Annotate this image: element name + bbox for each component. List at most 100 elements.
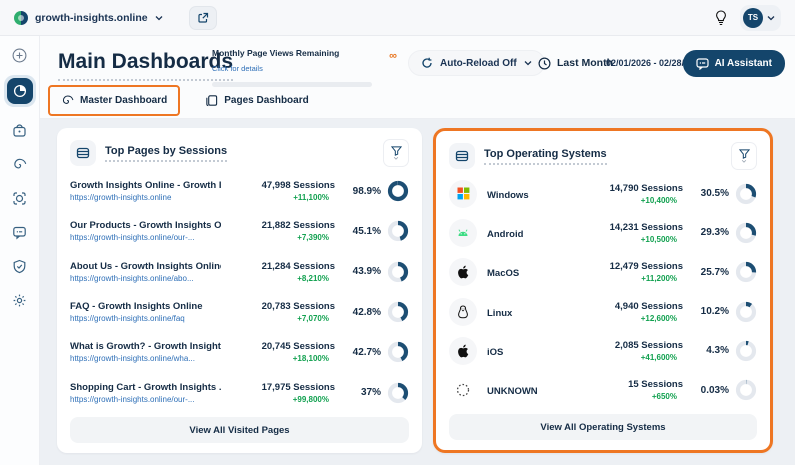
donut-chart (387, 342, 409, 363)
site-name: growth-insights.online (35, 11, 148, 24)
sessions-count: 14,790 Sessions (609, 182, 683, 194)
tips-button[interactable] (714, 9, 728, 26)
page-row[interactable]: What is Growth? - Growth Insight... https… (70, 332, 409, 372)
os-name: Android (487, 228, 524, 240)
sessions-count: 20,783 Sessions (261, 301, 335, 313)
percent-label: 45.1% (352, 225, 381, 237)
browser-list-icon (449, 143, 475, 169)
donut-chart (735, 380, 757, 401)
user-menu[interactable]: TS (740, 4, 781, 31)
tab-pages-dashboard[interactable]: Pages Dashboard (194, 87, 319, 114)
os-row[interactable]: Linux 4,940 Sessions +12,600% 10.2% (449, 292, 757, 331)
percent-label: 29.3% (700, 227, 729, 239)
os-row[interactable]: iOS 2,085 Sessions +41,600% 4.3% (449, 331, 757, 370)
sidebar-item-dashboards[interactable] (3, 75, 36, 107)
unknown-icon (449, 376, 477, 405)
top-os-title: Top Operating Systems (484, 148, 607, 165)
date-range-value: 02/01/2026 - 02/28/2026 (606, 58, 705, 68)
percent-label: 4.3% (706, 345, 729, 357)
sessions-delta: +10,400% (640, 195, 677, 205)
percent-label: 10.2% (700, 306, 729, 318)
page-title: Main Dashboards (58, 50, 234, 81)
chat-icon (13, 226, 26, 240)
page-url-link[interactable]: https://growth-insights.online/our-... (70, 233, 195, 243)
page-title-text: About Us - Growth Insights Online (70, 260, 221, 272)
filter-button[interactable] (731, 142, 757, 170)
donut-chart (387, 382, 409, 403)
view-all-operating-systems-button[interactable]: View All Operating Systems (449, 414, 757, 440)
sidebar-item-sessions[interactable] (12, 157, 27, 172)
os-row[interactable]: MacOS 12,479 Sessions +11,200% 25.7% (449, 253, 757, 292)
top-pages-list: Growth Insights Online - Growth I... http… (70, 171, 409, 413)
click-for-details-link[interactable]: Click for details (212, 64, 263, 73)
sessions-delta: +650% (651, 392, 677, 402)
pages-icon (206, 95, 218, 107)
os-name: Linux (487, 307, 513, 319)
os-name: UNKNOWN (487, 386, 538, 398)
top-operating-systems-card: Top Operating Systems Windows 14,790 Ses… (433, 128, 773, 453)
dashboard-pie-icon (13, 84, 26, 98)
sessions-delta: +41,600% (640, 352, 677, 362)
tab-master-dashboard[interactable]: Master Dashboard (48, 85, 181, 116)
sidebar-item-settings[interactable] (12, 293, 27, 308)
sidebar-item-store[interactable] (12, 123, 27, 138)
donut-chart (735, 262, 757, 283)
sessions-delta: +11,200% (641, 274, 677, 284)
clock-icon (538, 56, 551, 70)
sessions-delta: +99,800% (292, 394, 329, 404)
browser-list-icon (70, 140, 96, 166)
widgets-area: Top Pages by Sessions Growth Insights On… (40, 119, 795, 465)
view-all-visited-pages-button[interactable]: View All Visited Pages (70, 417, 409, 443)
page-url-link[interactable]: https://growth-insights.online/our-... (70, 394, 195, 404)
android-icon (449, 218, 477, 247)
site-selector[interactable]: growth-insights.online (14, 10, 163, 25)
sidebar-item-automation[interactable] (12, 191, 27, 206)
sessions-delta: +18,100% (292, 354, 329, 364)
donut-chart (735, 301, 757, 322)
page-row[interactable]: Shopping Cart - Growth Insights ... https… (70, 373, 409, 413)
percent-label: 98.9% (352, 185, 381, 197)
page-row[interactable]: Growth Insights Online - Growth I... http… (70, 171, 409, 211)
external-link-icon (197, 12, 208, 23)
chevron-down-icon (393, 156, 399, 160)
page-row[interactable]: About Us - Growth Insights Online https:/… (70, 252, 409, 292)
donut-chart (735, 222, 757, 244)
bag-icon (13, 124, 26, 137)
add-new-button[interactable] (12, 48, 27, 63)
os-row[interactable]: Windows 14,790 Sessions +10,400% 30.5% (449, 174, 757, 213)
quota-infinity-label: ∞ (389, 50, 397, 62)
period-selector[interactable]: Last Month (538, 50, 613, 76)
page-row[interactable]: FAQ - Growth Insights Online https://grow… (70, 292, 409, 332)
donut-chart (387, 181, 409, 202)
percent-label: 43.9% (352, 266, 381, 278)
top-os-list: Windows 14,790 Sessions +10,400% 30.5% An… (449, 174, 757, 410)
os-row[interactable]: UNKNOWN 15 Sessions +650% 0.03% (449, 371, 757, 410)
page-url-link[interactable]: https://growth-insights.online/abo... (70, 273, 194, 283)
percent-label: 25.7% (700, 266, 729, 278)
page-url-link[interactable]: https://growth-insights.online/wha... (70, 354, 195, 364)
top-pages-title: Top Pages by Sessions (105, 145, 228, 162)
sessions-count: 21,284 Sessions (261, 260, 335, 272)
sessions-count: 47,998 Sessions (261, 180, 335, 192)
spiral-icon (14, 158, 27, 169)
chevron-down-icon (741, 159, 747, 163)
page-row[interactable]: Our Products - Growth Insights O... https… (70, 211, 409, 251)
funnel-icon (738, 148, 750, 159)
chevron-down-icon (155, 15, 163, 20)
auto-reload-dropdown[interactable]: Auto-Reload Off (408, 50, 545, 76)
donut-chart (735, 340, 757, 362)
tab-master-label: Master Dashboard (80, 95, 168, 106)
site-favicon-icon (14, 10, 28, 25)
windows-icon (449, 179, 477, 208)
page-title-text: FAQ - Growth Insights Online (70, 301, 203, 313)
os-row[interactable]: Android 14,231 Sessions +10,500% 29.3% (449, 213, 757, 252)
filter-button[interactable] (383, 139, 409, 167)
open-site-button[interactable] (188, 5, 217, 30)
page-url-link[interactable]: https://growth-insights.online (70, 193, 172, 203)
ai-assistant-button[interactable]: AI Assistant (682, 50, 785, 77)
page-url-link[interactable]: https://growth-insights.online/faq (70, 314, 185, 324)
page-title-text: Growth Insights Online - Growth I... (70, 180, 221, 192)
sidebar-item-security[interactable] (12, 259, 27, 274)
sidebar-item-messages[interactable] (12, 225, 27, 240)
os-name: iOS (487, 346, 504, 358)
